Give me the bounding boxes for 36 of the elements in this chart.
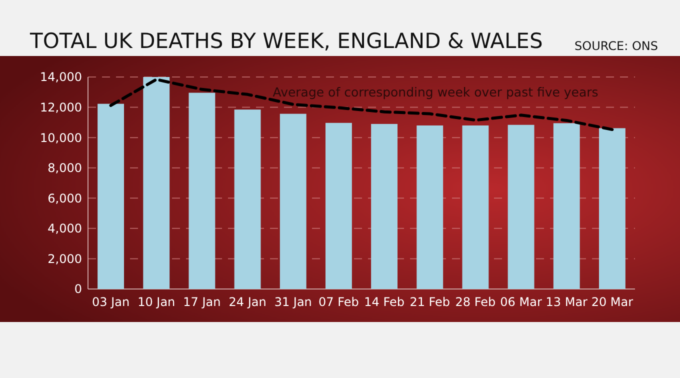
bar <box>98 104 124 289</box>
x-tick-label: 10 Jan <box>138 295 176 309</box>
x-tick-label: 07 Feb <box>318 295 359 309</box>
bar <box>462 125 489 289</box>
y-tick-label: 0 <box>74 282 82 296</box>
y-tick-label: 8,000 <box>48 161 82 176</box>
x-tick-label: 20 Mar <box>591 295 634 309</box>
y-tick-label: 10,000 <box>40 130 82 145</box>
bar <box>416 125 444 289</box>
bar <box>188 92 216 289</box>
bar <box>508 124 534 289</box>
x-tick-label: 17 Jan <box>183 295 221 309</box>
bar <box>371 124 398 289</box>
x-tick-label: 31 Jan <box>274 295 312 309</box>
bar <box>598 128 626 289</box>
chart-title: TOTAL UK DEATHS BY WEEK, ENGLAND & WALES <box>29 29 543 53</box>
x-tick-label: 06 Mar <box>500 295 542 309</box>
bar <box>553 123 580 289</box>
bar <box>325 122 352 289</box>
x-tick-label: 14 Feb <box>364 295 404 309</box>
source-note: SOURCE: ONS <box>574 39 658 53</box>
y-tick-label: 2,000 <box>48 252 82 266</box>
y-tick-label: 6,000 <box>48 191 82 206</box>
x-tick-label: 13 Mar <box>546 295 588 309</box>
y-tick-label: 12,000 <box>40 100 82 114</box>
bar <box>280 114 306 289</box>
line-series <box>109 78 614 132</box>
x-tick-label: 28 Feb <box>455 295 496 309</box>
series-label: Average of corresponding week over past five years <box>272 84 598 100</box>
y-tick-label: 14,000 <box>40 70 82 84</box>
bar <box>234 110 261 289</box>
x-tick-label: 21 Feb <box>410 295 450 309</box>
x-tick-label: 03 Jan <box>92 295 130 309</box>
bar <box>143 77 170 289</box>
x-tick-label: 24 Jan <box>228 295 266 309</box>
y-tick-label: 4,000 <box>48 222 82 236</box>
